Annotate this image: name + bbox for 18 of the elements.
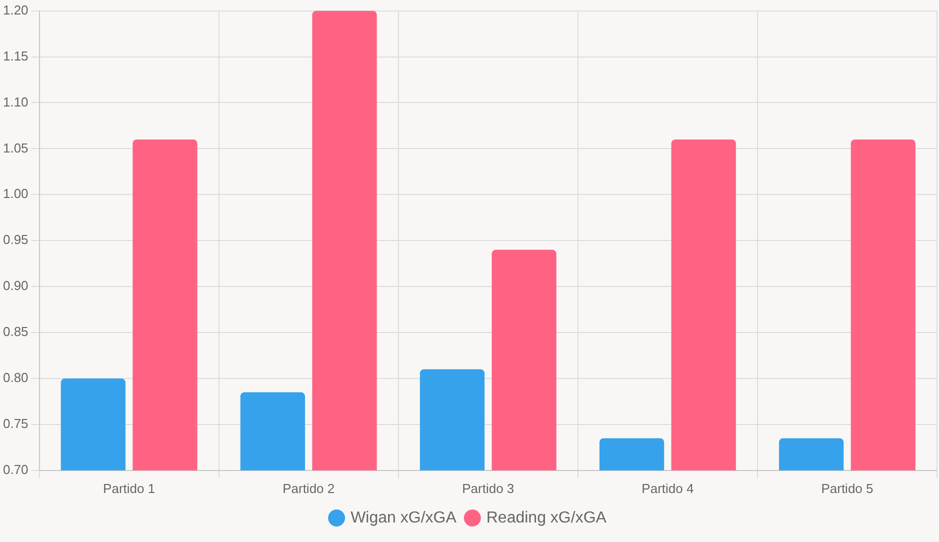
y-tick-label: 0.70 (2, 462, 28, 477)
y-tick-label: 1.00 (2, 186, 28, 202)
y-tick-label: 0.80 (2, 370, 28, 386)
x-tick-label: Partido 3 (462, 480, 514, 496)
x-tick-label: Partido 1 (103, 480, 156, 496)
legend-label: Wigan xG/xGA (350, 509, 457, 526)
x-tick-label: Partido 4 (642, 480, 694, 496)
legend-label: Reading xG/xGA (486, 509, 607, 526)
y-tick-label: 1.10 (2, 94, 28, 110)
x-tick-label: Partido 2 (282, 480, 335, 496)
y-tick-label: 0.85 (2, 324, 28, 340)
y-tick-label: 1.05 (2, 140, 28, 156)
y-tick-label: 0.75 (2, 416, 28, 432)
y-tick-label: 1.20 (2, 2, 28, 18)
y-tick-label: 1.15 (2, 48, 28, 64)
y-tick-label: 0.90 (2, 278, 28, 294)
y-tick-label: 0.95 (2, 232, 28, 248)
x-tick-label: Partido 5 (821, 480, 874, 496)
